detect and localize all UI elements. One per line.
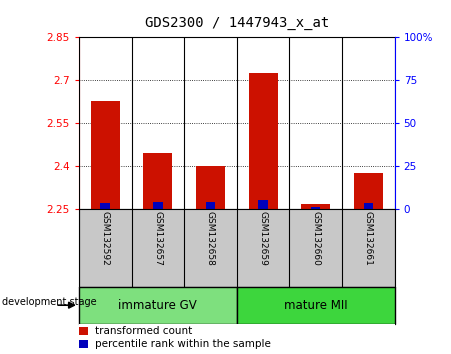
Text: GSM132659: GSM132659 — [258, 211, 267, 266]
Bar — [91, 101, 120, 209]
Text: development stage: development stage — [2, 297, 97, 307]
Text: percentile rank within the sample: percentile rank within the sample — [95, 339, 271, 349]
Bar — [79, 340, 88, 348]
Text: immature GV: immature GV — [119, 299, 197, 312]
Text: mature MII: mature MII — [284, 299, 348, 312]
Bar — [249, 73, 277, 209]
Bar — [364, 203, 373, 209]
Text: GSM132658: GSM132658 — [206, 211, 215, 266]
Text: GSM132660: GSM132660 — [311, 211, 320, 266]
Bar — [311, 207, 320, 209]
Bar — [79, 327, 88, 335]
Bar — [143, 153, 172, 209]
Bar — [196, 166, 225, 209]
Bar — [153, 202, 162, 209]
Bar — [301, 204, 330, 209]
Text: GSM132661: GSM132661 — [364, 211, 373, 266]
Text: GDS2300 / 1447943_x_at: GDS2300 / 1447943_x_at — [145, 16, 329, 30]
Bar — [101, 203, 110, 209]
Bar — [258, 200, 268, 209]
Text: GSM132592: GSM132592 — [101, 211, 110, 266]
Bar — [79, 287, 237, 324]
Bar — [206, 202, 215, 209]
Text: GSM132657: GSM132657 — [153, 211, 162, 266]
Text: transformed count: transformed count — [95, 326, 192, 336]
Bar — [237, 287, 395, 324]
Bar — [354, 173, 383, 209]
